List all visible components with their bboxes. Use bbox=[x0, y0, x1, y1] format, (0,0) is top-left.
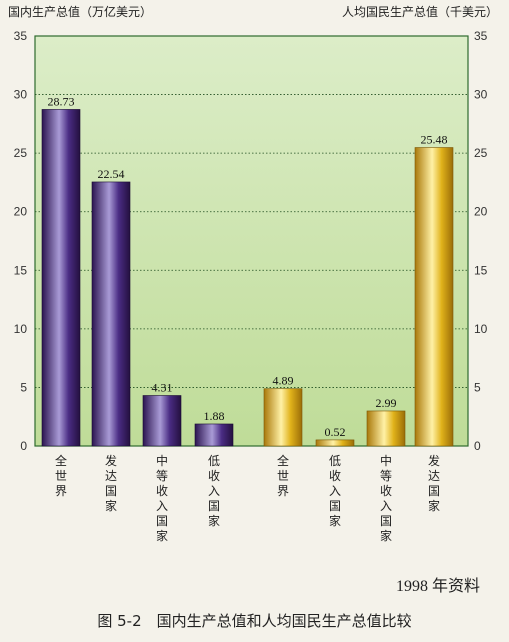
category-label: 低收入国家 bbox=[208, 454, 220, 528]
bar bbox=[142, 395, 182, 447]
left-tick-label: 30 bbox=[14, 88, 28, 102]
category-label: 全世界 bbox=[277, 453, 289, 498]
bar bbox=[194, 423, 234, 447]
right-tick-label: 35 bbox=[474, 29, 488, 43]
bar bbox=[366, 410, 406, 447]
right-tick-label: 30 bbox=[474, 88, 488, 102]
bar-value-label: 25.48 bbox=[421, 133, 448, 147]
left-tick-label: 20 bbox=[14, 205, 28, 219]
right-tick-label: 5 bbox=[474, 380, 481, 394]
category-label: 全世界 bbox=[55, 453, 67, 498]
bar-value-label: 2.99 bbox=[376, 396, 397, 410]
category-label: 发达国家 bbox=[428, 453, 440, 513]
left-tick-label: 0 bbox=[20, 439, 27, 453]
left-axis-label: 国内生产总值（万亿美元） bbox=[8, 4, 152, 19]
category-label: 中等收入国家 bbox=[156, 453, 168, 543]
bar bbox=[41, 109, 81, 447]
category-label: 发达国家 bbox=[105, 453, 117, 513]
left-tick-label: 10 bbox=[14, 322, 28, 336]
right-tick-label: 25 bbox=[474, 146, 488, 160]
bar bbox=[91, 181, 131, 447]
bar-value-label: 4.89 bbox=[273, 374, 294, 388]
right-tick-label: 10 bbox=[474, 322, 488, 336]
right-tick-label: 15 bbox=[474, 263, 488, 277]
left-tick-label: 25 bbox=[14, 146, 28, 160]
bar-value-label: 4.31 bbox=[152, 381, 173, 395]
bar bbox=[263, 388, 303, 447]
left-tick-label: 5 bbox=[20, 380, 27, 394]
figure-caption: 图 5-2 国内生产总值和人均国民生产总值比较 bbox=[97, 612, 412, 630]
right-axis-label: 人均国民生产总值（千美元） bbox=[342, 4, 498, 19]
source-note: 1998 年资料 bbox=[396, 578, 481, 595]
left-tick-label: 35 bbox=[14, 29, 28, 43]
category-label: 低收入国家 bbox=[329, 454, 341, 528]
bar-value-label: 0.52 bbox=[325, 425, 346, 439]
right-tick-label: 0 bbox=[474, 439, 481, 453]
bar-value-label: 22.54 bbox=[98, 167, 125, 181]
bar-value-label: 28.73 bbox=[48, 94, 75, 108]
right-tick-label: 20 bbox=[474, 205, 488, 219]
bar bbox=[414, 147, 454, 447]
left-tick-label: 15 bbox=[14, 263, 28, 277]
dual-axis-bar-chart: 国内生产总值（万亿美元） 人均国民生产总值（千美元） 0 0 5 5 10 10 15 15 2… bbox=[8, 4, 498, 543]
category-label: 中等收入国家 bbox=[380, 453, 392, 543]
bar bbox=[315, 439, 355, 447]
bar-value-label: 1.88 bbox=[204, 409, 225, 423]
